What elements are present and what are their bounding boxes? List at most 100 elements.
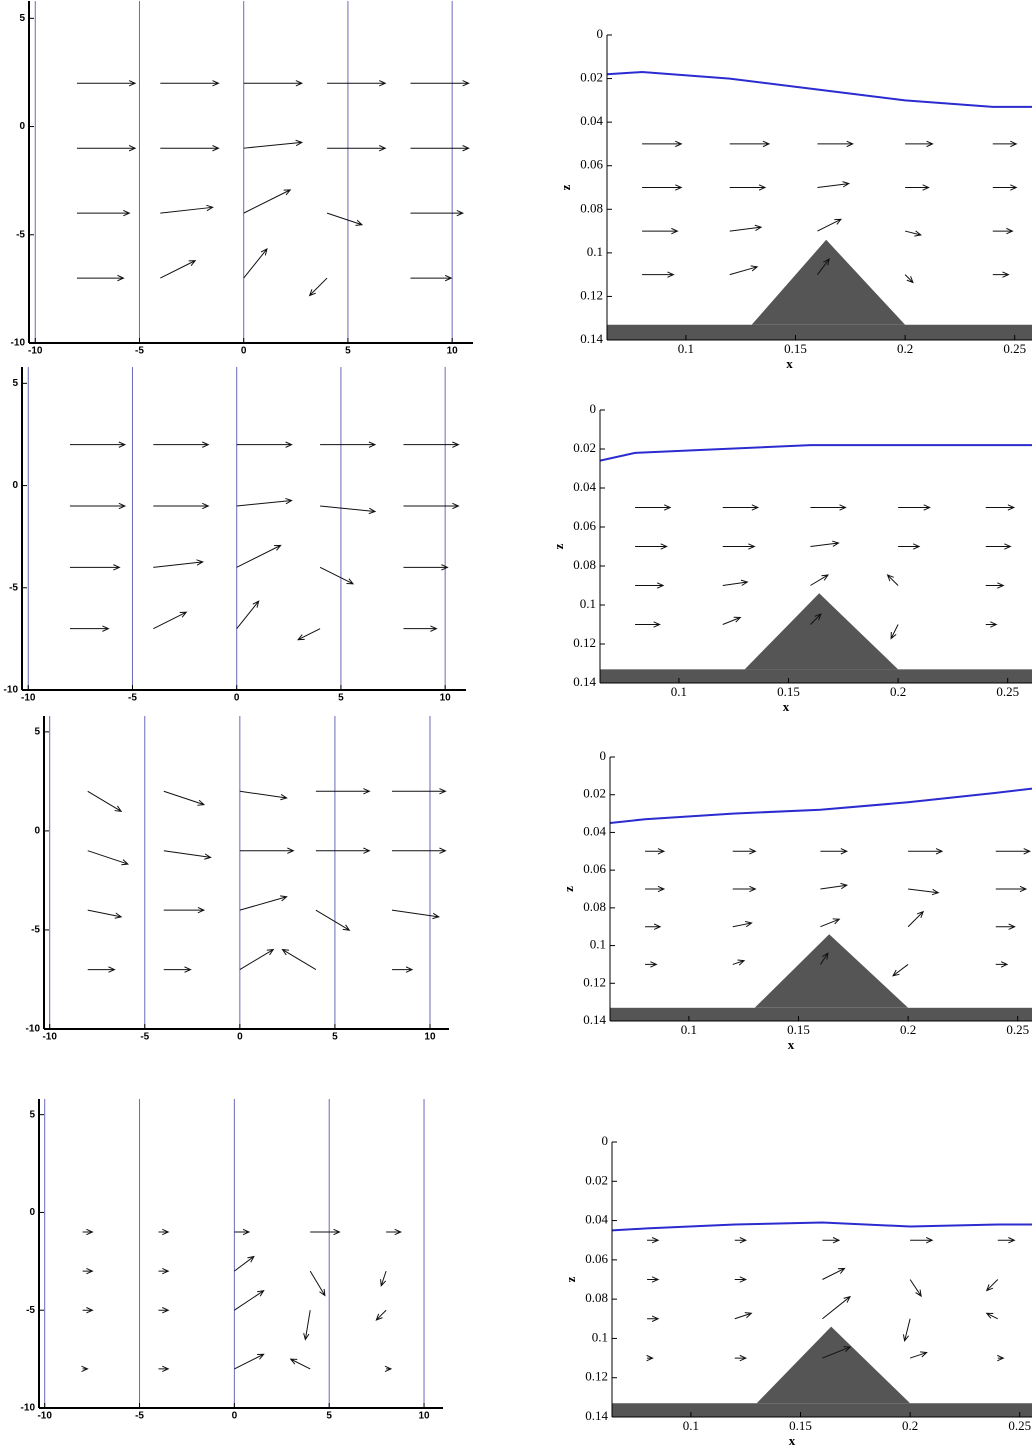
x-tick-label: 0.15 [784, 341, 807, 356]
y-tick-label: 0 [602, 1133, 609, 1148]
y-tick-label: 0.12 [580, 287, 603, 302]
panel: -10 -5 0 5 10 -10 -5 0 5 [26, 716, 449, 1043]
vector-arrow [153, 611, 188, 630]
vector-arrow [153, 502, 210, 510]
vector-arrow [243, 139, 304, 149]
x-tick-label: 0.1 [683, 1418, 699, 1433]
vector-arrow [734, 1312, 753, 1320]
vector-arrow [992, 271, 1010, 278]
obstacle [744, 593, 899, 670]
vector-arrow [820, 918, 841, 928]
vector-arrow [239, 790, 288, 801]
vector-arrow [722, 616, 742, 625]
vector-arrow [995, 923, 1016, 930]
x-tick-label: 0.1 [671, 684, 687, 699]
y-tick-label: 0 [19, 121, 25, 132]
x-tick-label: -10 [42, 1032, 57, 1043]
vector-arrow [810, 613, 822, 625]
vector-arrow [243, 248, 268, 279]
vector-arrow [992, 227, 1014, 235]
vector-arrow [647, 1276, 660, 1283]
y-tick-label: 0.14 [580, 331, 603, 346]
vector-arrow [898, 504, 931, 511]
vector-arrow [645, 961, 658, 968]
vector-arrow [320, 441, 377, 448]
vector-arrow [886, 574, 899, 586]
vector-arrow [817, 140, 854, 148]
x-tick-label: 10 [424, 1032, 436, 1043]
vector-arrow [985, 1312, 999, 1320]
plot-area [49, 716, 447, 1029]
vector-arrow [234, 1290, 265, 1311]
y-tick-label: -10 [21, 1403, 36, 1414]
vector-arrow [810, 574, 830, 586]
vector-arrow [81, 1365, 89, 1373]
x-tick-label: 0.25 [1003, 341, 1026, 356]
y-tick-label: 0.06 [580, 157, 603, 172]
vector-arrow [82, 1267, 94, 1275]
vector-arrow [403, 441, 460, 448]
vector-arrow [722, 579, 749, 586]
vector-arrow [309, 1270, 326, 1297]
vector-arrow [410, 274, 453, 282]
plot-area [27, 367, 460, 690]
free-surface [610, 787, 1032, 824]
vector-arrow [985, 582, 1005, 589]
vector-arrow [82, 1307, 94, 1314]
vector-arrow [76, 80, 137, 87]
vector-arrow [729, 265, 759, 276]
vector-arrow [315, 788, 371, 795]
vector-arrow [817, 181, 851, 188]
vector-arrow [635, 543, 668, 550]
y-tick-label: 5 [19, 13, 25, 24]
vector-arrow [822, 1267, 846, 1280]
y-axis-label: z [563, 1276, 578, 1282]
vector-arrow [163, 790, 206, 806]
vector-arrow [236, 441, 293, 448]
x-tick-label: 10 [440, 693, 452, 704]
plot-area [612, 1221, 1032, 1417]
vector-arrow [995, 848, 1031, 855]
vector-arrow [69, 441, 127, 448]
vector-arrow [234, 1228, 251, 1236]
x-tick-label: 0.1 [678, 341, 694, 356]
vector-arrow [645, 923, 662, 930]
x-tick-label: 0.25 [1006, 1022, 1029, 1037]
vector-arrow [890, 624, 899, 640]
plot-area [607, 71, 1032, 340]
y-tick-label: 0.12 [583, 974, 606, 989]
vector-arrow [153, 441, 210, 448]
x-tick-label: -5 [135, 1411, 144, 1422]
vector-arrow [391, 909, 440, 920]
x-tick-label: -5 [128, 693, 137, 704]
y-tick-label: 0.06 [585, 1251, 608, 1266]
vector-arrow [319, 566, 355, 585]
vector-arrow [646, 1354, 654, 1362]
vector-arrow [391, 966, 414, 973]
y-tick-label: 0.02 [583, 786, 606, 801]
vector-arrow [645, 885, 666, 893]
vector-arrow [810, 540, 840, 547]
vector-arrow [732, 959, 746, 966]
y-tick-label: 0.08 [583, 899, 606, 914]
vector-arrow [635, 582, 665, 589]
vector-arrow [729, 140, 771, 148]
vector-arrow [315, 847, 371, 854]
bed [610, 1007, 1032, 1021]
vector-arrow [297, 628, 321, 641]
x-tick-label: 0.2 [900, 1022, 916, 1037]
x-tick-label: 0.2 [890, 684, 906, 699]
vector-arrow [729, 224, 763, 232]
vector-arrow [160, 145, 220, 152]
vector-arrow [163, 966, 192, 973]
y-tick-label: 5 [29, 1109, 35, 1120]
panel: 0.1 0.15 0.2 0.25 0 0.02 0.04 0.06 0.08 0.1 0.12 0.… [551, 401, 1032, 714]
vector-arrow [820, 952, 829, 965]
y-tick-label: 0.12 [573, 635, 596, 650]
obstacle [756, 1326, 911, 1404]
vector-arrow [234, 1353, 265, 1370]
x-tick-label: 0.15 [787, 1022, 810, 1037]
x-tick-label: 0.15 [789, 1418, 812, 1433]
y-tick-label: 0.14 [583, 1012, 606, 1027]
